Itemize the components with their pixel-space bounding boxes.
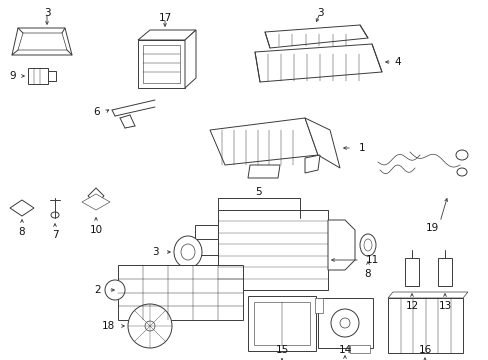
Circle shape [330, 309, 358, 337]
Bar [28, 68, 48, 84]
Text: 19: 19 [425, 223, 438, 233]
Polygon shape [88, 188, 104, 204]
Ellipse shape [174, 236, 202, 268]
Ellipse shape [455, 150, 467, 160]
Polygon shape [12, 28, 72, 55]
Polygon shape [327, 220, 354, 270]
Bar [387, 298, 462, 353]
Text: 10: 10 [89, 225, 102, 235]
Polygon shape [82, 194, 110, 210]
Text: 13: 13 [437, 301, 451, 311]
Bar [437, 258, 451, 286]
Text: 7: 7 [52, 230, 58, 240]
Text: 2: 2 [95, 285, 101, 295]
Bar [195, 255, 218, 269]
Text: 8: 8 [364, 269, 370, 279]
Circle shape [128, 304, 172, 348]
Text: 9: 9 [10, 71, 16, 81]
Ellipse shape [359, 234, 375, 256]
Polygon shape [138, 30, 196, 40]
Bar [218, 210, 327, 290]
Ellipse shape [51, 212, 59, 218]
Text: 4: 4 [394, 57, 401, 67]
Text: 14: 14 [338, 345, 351, 355]
Text: 12: 12 [405, 301, 418, 311]
Bar [317, 298, 372, 348]
Polygon shape [264, 25, 367, 48]
Bar [142, 45, 180, 83]
Text: 3: 3 [316, 8, 323, 18]
Bar [48, 71, 56, 81]
Ellipse shape [181, 244, 195, 260]
Polygon shape [387, 292, 467, 298]
Bar [314, 298, 323, 313]
Polygon shape [254, 44, 381, 82]
Bar [349, 345, 369, 353]
Text: 15: 15 [275, 345, 288, 355]
Bar [253, 302, 309, 345]
Text: 18: 18 [101, 321, 114, 331]
Polygon shape [10, 200, 34, 216]
Text: 5: 5 [254, 187, 261, 197]
Text: 1: 1 [358, 143, 365, 153]
Text: 8: 8 [19, 227, 25, 237]
Ellipse shape [363, 239, 371, 251]
Ellipse shape [456, 168, 466, 176]
Text: 3: 3 [43, 8, 50, 18]
Circle shape [105, 280, 125, 300]
Text: 11: 11 [365, 255, 378, 265]
Text: 17: 17 [158, 13, 171, 23]
Bar [404, 258, 418, 286]
Polygon shape [247, 165, 280, 178]
Polygon shape [209, 118, 317, 165]
Polygon shape [305, 155, 319, 173]
Polygon shape [138, 40, 184, 88]
Polygon shape [305, 118, 339, 168]
Text: 3: 3 [151, 247, 158, 257]
Text: 16: 16 [418, 345, 431, 355]
Bar [118, 265, 243, 320]
Polygon shape [184, 30, 196, 88]
Bar [195, 225, 218, 239]
Text: 6: 6 [94, 107, 100, 117]
Polygon shape [18, 33, 67, 50]
Circle shape [339, 318, 349, 328]
Circle shape [145, 321, 155, 331]
Bar [247, 296, 315, 351]
